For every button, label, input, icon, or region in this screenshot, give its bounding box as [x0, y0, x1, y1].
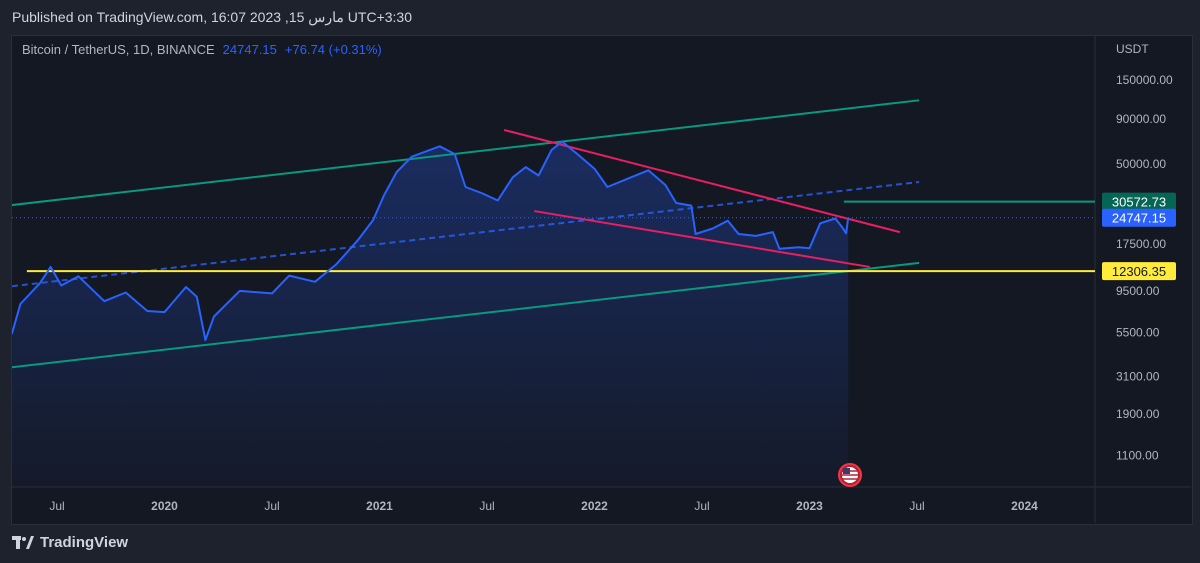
trendline-channel-mid — [12, 180, 920, 288]
plot-area — [12, 99, 1095, 487]
flag-canton — [843, 468, 850, 474]
price-line — [12, 140, 850, 341]
y-tick-label: 17500.00 — [1116, 237, 1166, 251]
chart-legend: Bitcoin / TetherUS, 1D, BINANCE 24747.15 +… — [22, 42, 382, 57]
x-tick-label: 2020 — [151, 499, 178, 513]
y-tick-label: 150000.00 — [1116, 73, 1173, 87]
x-tick-label: 2023 — [796, 499, 823, 513]
hline-price-tag-bg — [1102, 192, 1176, 211]
price-area — [12, 141, 849, 487]
y-tick-label: 9500.00 — [1116, 284, 1160, 298]
tv-logo-icon — [12, 535, 34, 549]
hline-price-tag: 30572.73 — [1112, 195, 1166, 210]
x-tick-label: 2022 — [581, 499, 608, 513]
y-tick-label: 3100.00 — [1116, 370, 1160, 384]
y-tick-label: 1100.00 — [1116, 449, 1159, 463]
last-price-tag: 24747.15 — [1112, 211, 1166, 226]
x-tick-label: Jul — [264, 499, 279, 513]
symbol-label: Bitcoin / TetherUS, 1D, BINANCE — [22, 42, 215, 57]
y-tick-label: 1900.00 — [1116, 407, 1160, 421]
x-tick-label: 2024 — [1011, 499, 1038, 513]
x-tick-label: Jul — [49, 499, 64, 513]
brand-name: TradingView — [40, 534, 129, 551]
last-price: 24747.15 — [222, 42, 277, 57]
y-tick-label: 50000.00 — [1116, 157, 1166, 171]
us-flag-event-icon — [838, 463, 862, 487]
hline-price-tag: 12306.35 — [1112, 264, 1166, 279]
published-header: Published on TradingView.com, 16:07 2023… — [12, 9, 413, 25]
price-change: +76.74 (+0.31%) — [284, 42, 382, 57]
currency-label: USDT — [1116, 42, 1149, 56]
x-tick-label: Jul — [479, 499, 494, 513]
trendline-channel-lower — [12, 261, 920, 369]
last-price-tag-bg — [1102, 208, 1176, 227]
y-tick-label: 5500.00 — [1116, 326, 1160, 340]
hline-price-tag-bg — [1102, 262, 1176, 281]
x-tick-label: 2021 — [366, 499, 393, 513]
trendline-channel-upper — [12, 99, 920, 207]
tradingview-logo[interactable]: TradingView — [12, 534, 128, 551]
x-tick-label: Jul — [694, 499, 709, 513]
x-tick-label: Jul — [909, 499, 924, 513]
trendline-wedge-lower — [534, 210, 870, 268]
y-tick-label: 90000.00 — [1116, 112, 1166, 126]
